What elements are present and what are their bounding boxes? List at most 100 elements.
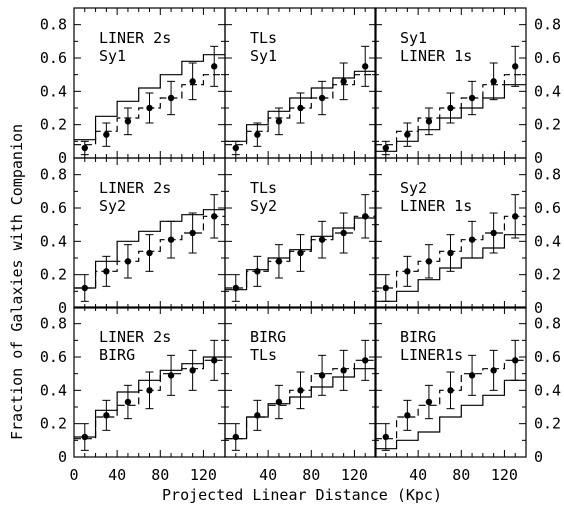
- data-point: [382, 433, 389, 441]
- panel-label: BIRG: [400, 328, 436, 346]
- y-tick-label-left: 0: [58, 299, 67, 317]
- panel-label: Sy2: [250, 197, 277, 215]
- y-tick-label-left: 0.8: [40, 315, 67, 333]
- data-point: [297, 104, 304, 112]
- panel-label: LINER 2s: [99, 179, 171, 197]
- panel-label: TLs: [250, 346, 277, 364]
- data-point: [340, 78, 347, 85]
- data-point: [425, 118, 433, 125]
- data-point: [124, 398, 132, 406]
- y-tick-label-right: 0.2: [534, 415, 561, 433]
- y-tick-label-left: 0.6: [40, 199, 67, 217]
- data-point: [254, 131, 261, 138]
- data-point: [468, 236, 476, 243]
- data-point: [103, 268, 110, 275]
- data-point: [167, 372, 175, 379]
- x-axis-title: Projected Linear Distance (Kpc): [162, 486, 442, 504]
- y-tick-label-left: 0.6: [40, 49, 67, 67]
- data-point: [167, 94, 175, 102]
- panel-label: BIRG: [99, 346, 135, 364]
- y-tick-label-left: 0.4: [40, 82, 67, 100]
- data-point: [425, 258, 433, 265]
- data-point: [425, 398, 433, 406]
- data-point: [512, 63, 519, 70]
- y-tick-label-right: 0.6: [534, 348, 561, 366]
- data-point: [146, 104, 153, 112]
- data-point: [490, 78, 497, 85]
- data-point: [297, 249, 304, 257]
- panel-label: LINER 2s: [99, 328, 171, 346]
- panel-label: BIRG: [250, 328, 286, 346]
- data-point: [512, 213, 519, 220]
- data-point: [404, 131, 411, 138]
- x-tick-label: 80: [151, 466, 169, 484]
- panel-label: Sy2: [400, 179, 427, 197]
- data-point: [81, 284, 88, 292]
- x-tick-label: 80: [302, 466, 320, 484]
- data-point: [362, 213, 369, 220]
- panel-label: LINER 2s: [99, 29, 171, 47]
- data-point: [382, 144, 389, 152]
- data-point: [189, 229, 196, 237]
- data-point: [318, 94, 326, 102]
- data-point: [189, 78, 196, 85]
- data-point: [146, 387, 153, 394]
- data-point: [340, 229, 347, 237]
- data-point: [124, 258, 132, 265]
- data-point: [189, 367, 196, 374]
- y-axis-title: Fraction of Galaxies with Companion: [8, 124, 26, 440]
- data-point: [382, 284, 389, 292]
- data-point: [254, 412, 261, 419]
- x-tick-label: 40: [259, 466, 277, 484]
- y-tick-label-left: 0.4: [40, 381, 67, 399]
- data-point: [404, 412, 411, 419]
- x-tick-label: 40: [108, 466, 126, 484]
- data-point: [468, 94, 476, 102]
- y-tick-label-left: 0.8: [40, 166, 67, 184]
- y-tick-label-right: 0.6: [534, 199, 561, 217]
- y-tick-label-left: 0.2: [40, 266, 67, 284]
- x-tick-label: 120: [491, 466, 518, 484]
- solid-histogram: [74, 54, 225, 141]
- data-point: [447, 387, 454, 394]
- panel-label: LINER 1s: [400, 197, 472, 215]
- data-point: [81, 433, 88, 441]
- y-tick-label-right: 0.8: [534, 166, 561, 184]
- y-tick-label-right: 0.8: [534, 16, 561, 34]
- y-tick-label-right: 0.8: [534, 315, 561, 333]
- data-point: [468, 372, 476, 379]
- y-tick-label-left: 0.2: [40, 415, 67, 433]
- data-point: [275, 258, 283, 265]
- data-point: [167, 236, 175, 243]
- panel-label: TLs: [250, 29, 277, 47]
- data-point: [297, 387, 304, 394]
- y-tick-label-right: 0.2: [534, 266, 561, 284]
- data-point: [211, 63, 218, 70]
- y-tick-label-left: 0.4: [40, 232, 67, 250]
- panel-label: TLs: [250, 179, 277, 197]
- y-tick-label-left: 0.6: [40, 348, 67, 366]
- y-tick-label-left: 0.2: [40, 116, 67, 134]
- data-point: [362, 357, 369, 364]
- y-tick-label-right: 0.4: [534, 82, 561, 100]
- data-point: [103, 412, 110, 419]
- y-tick-label-right: 0: [534, 149, 543, 167]
- data-point: [232, 433, 239, 441]
- x-tick-label: 0: [69, 466, 78, 484]
- y-tick-label-right: 0.4: [534, 232, 561, 250]
- panel-label: Sy1: [99, 47, 126, 65]
- data-point: [103, 131, 110, 138]
- data-point: [232, 284, 239, 292]
- panel-frame: [374, 157, 527, 309]
- data-point: [211, 357, 218, 364]
- y-tick-label-left: 0: [58, 448, 67, 466]
